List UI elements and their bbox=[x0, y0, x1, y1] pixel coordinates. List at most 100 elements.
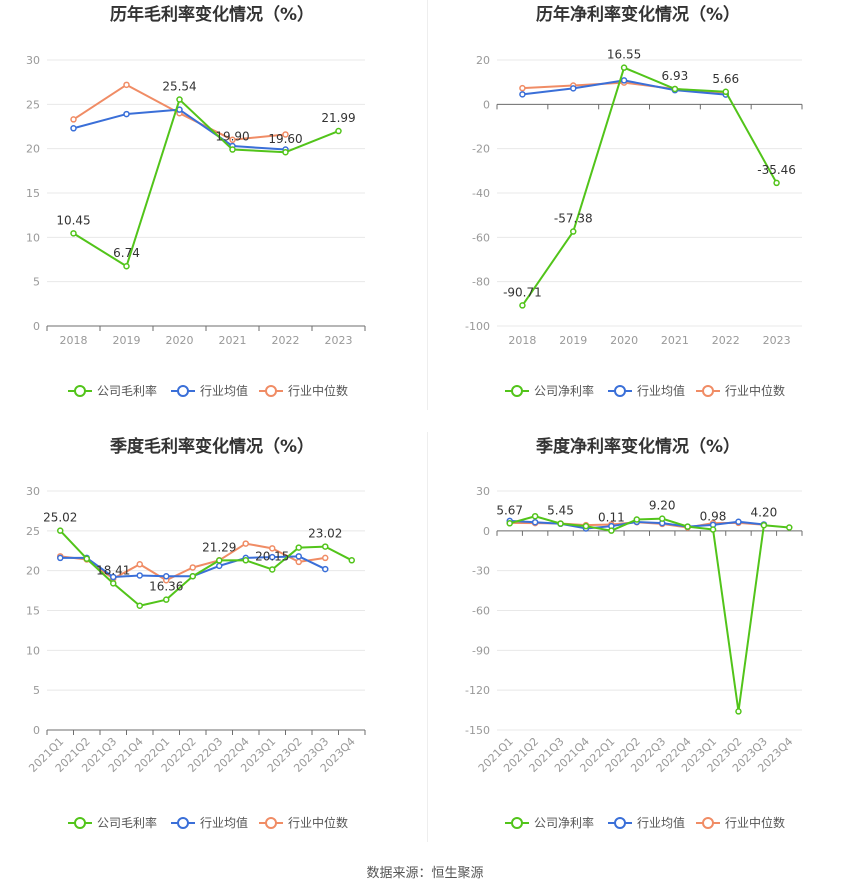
data-point-mean[interactable] bbox=[136, 572, 143, 579]
data-point-median[interactable] bbox=[70, 116, 77, 123]
data-point-company[interactable] bbox=[773, 179, 780, 187]
y-tick-label: 20 bbox=[476, 54, 490, 67]
data-point-company[interactable] bbox=[620, 64, 628, 71]
data-point-company[interactable] bbox=[735, 708, 742, 715]
data-point-company[interactable] bbox=[189, 572, 196, 580]
data-point-company[interactable] bbox=[269, 566, 276, 573]
data-point-company[interactable] bbox=[322, 543, 329, 550]
data-label: -57.38 bbox=[554, 212, 593, 226]
legend-item-company[interactable]: 公司毛利率 bbox=[68, 815, 157, 830]
legend-label: 行业均值 bbox=[200, 383, 248, 398]
data-point-median[interactable] bbox=[322, 554, 329, 562]
data-point-median[interactable] bbox=[123, 81, 130, 89]
data-point-mean[interactable] bbox=[163, 572, 170, 580]
data-point-company[interactable] bbox=[582, 522, 590, 530]
data-point-mean[interactable] bbox=[269, 553, 276, 561]
data-point-company[interactable] bbox=[110, 580, 117, 587]
data-point-company[interactable] bbox=[633, 516, 641, 523]
data-point-company[interactable] bbox=[70, 230, 77, 237]
vertical-divider-top bbox=[427, 0, 428, 410]
legend-marker-icon bbox=[511, 385, 523, 397]
data-point-mean[interactable] bbox=[70, 125, 77, 132]
legend-item-median[interactable]: 行业中位数 bbox=[259, 815, 348, 830]
data-point-mean[interactable] bbox=[519, 91, 526, 98]
data-point-median[interactable] bbox=[282, 131, 289, 138]
data-point-company[interactable] bbox=[83, 555, 90, 562]
legend-item-company[interactable]: 公司净利率 bbox=[505, 383, 594, 398]
legend-marker-icon bbox=[265, 385, 277, 397]
chart-title: 季度毛利率变化情况（%） bbox=[110, 436, 314, 457]
data-label: 20.15 bbox=[255, 549, 289, 563]
data-point-median[interactable] bbox=[269, 545, 276, 552]
legend-item-median[interactable]: 行业中位数 bbox=[696, 815, 785, 830]
data-point-mean[interactable] bbox=[531, 518, 539, 526]
legend-item-company[interactable]: 公司净利率 bbox=[505, 815, 594, 830]
legend-marker-icon bbox=[177, 817, 189, 829]
data-point-company[interactable] bbox=[658, 515, 666, 522]
legend-item-mean[interactable]: 行业均值 bbox=[608, 383, 685, 398]
legend-marker-icon bbox=[511, 817, 523, 829]
chart-title: 季度净利率变化情况（%） bbox=[536, 436, 740, 457]
data-source-note: 数据来源：恒生聚源 bbox=[0, 862, 850, 881]
data-point-company[interactable] bbox=[760, 522, 768, 529]
data-point-company[interactable] bbox=[570, 228, 577, 235]
data-point-company[interactable] bbox=[608, 527, 615, 534]
data-point-company[interactable] bbox=[786, 524, 793, 531]
legend-marker-icon bbox=[702, 817, 714, 829]
y-tick-label: 20 bbox=[26, 143, 40, 156]
data-point-mean[interactable] bbox=[295, 553, 302, 560]
y-tick-label: -150 bbox=[465, 724, 490, 737]
legend-item-mean[interactable]: 行业均值 bbox=[171, 383, 248, 398]
data-point-median[interactable] bbox=[189, 564, 196, 571]
data-point-company[interactable] bbox=[242, 557, 249, 564]
data-point-median[interactable] bbox=[519, 84, 526, 92]
legend-item-mean[interactable]: 行业均值 bbox=[608, 815, 685, 830]
data-point-company[interactable] bbox=[671, 85, 679, 93]
data-point-company[interactable] bbox=[519, 302, 526, 309]
legend-item-mean[interactable]: 行业均值 bbox=[171, 815, 248, 830]
data-point-company[interactable] bbox=[348, 557, 355, 564]
y-tick-label: -60 bbox=[472, 231, 490, 244]
data-point-company[interactable] bbox=[229, 146, 236, 153]
data-point-company[interactable] bbox=[282, 148, 289, 156]
legend-item-median[interactable]: 行业中位数 bbox=[696, 383, 785, 398]
data-label: 16.55 bbox=[607, 48, 641, 62]
data-point-mean[interactable] bbox=[110, 573, 117, 581]
data-label: 5.67 bbox=[496, 503, 523, 517]
data-point-company[interactable] bbox=[335, 127, 342, 135]
x-tick-label: 2023 bbox=[325, 334, 353, 347]
data-point-company[interactable] bbox=[216, 557, 223, 564]
data-point-median[interactable] bbox=[242, 540, 249, 547]
data-point-company[interactable] bbox=[57, 527, 64, 534]
series-line-company bbox=[72, 98, 339, 268]
data-point-median[interactable] bbox=[136, 561, 143, 568]
data-point-median[interactable] bbox=[229, 136, 236, 144]
legend-marker-icon bbox=[614, 385, 626, 397]
legend-item-company[interactable]: 公司毛利率 bbox=[68, 383, 157, 398]
data-point-company[interactable] bbox=[506, 520, 513, 527]
data-point-company[interactable] bbox=[684, 523, 691, 530]
data-point-company[interactable] bbox=[709, 526, 717, 533]
data-point-mean[interactable] bbox=[735, 518, 742, 526]
y-tick-label: -60 bbox=[472, 605, 490, 618]
data-point-mean[interactable] bbox=[322, 565, 329, 573]
data-label: 19.90 bbox=[215, 130, 249, 144]
data-point-company[interactable] bbox=[722, 88, 729, 96]
data-point-company[interactable] bbox=[163, 596, 170, 603]
data-point-mean[interactable] bbox=[57, 554, 64, 562]
data-point-company[interactable] bbox=[531, 512, 539, 520]
data-label: 25.02 bbox=[43, 511, 77, 525]
data-point-company[interactable] bbox=[176, 96, 183, 103]
data-point-company[interactable] bbox=[295, 544, 302, 551]
y-tick-label: -30 bbox=[472, 565, 490, 578]
data-point-mean[interactable] bbox=[620, 77, 628, 84]
data-point-company[interactable] bbox=[136, 602, 143, 609]
legend-label: 公司毛利率 bbox=[97, 383, 157, 398]
legend-item-median[interactable]: 行业中位数 bbox=[259, 383, 348, 398]
data-point-company[interactable] bbox=[123, 262, 130, 270]
data-point-mean[interactable] bbox=[123, 110, 130, 118]
x-tick-label: 2019 bbox=[559, 334, 587, 347]
data-point-company[interactable] bbox=[557, 520, 564, 527]
data-point-mean[interactable] bbox=[570, 85, 577, 92]
